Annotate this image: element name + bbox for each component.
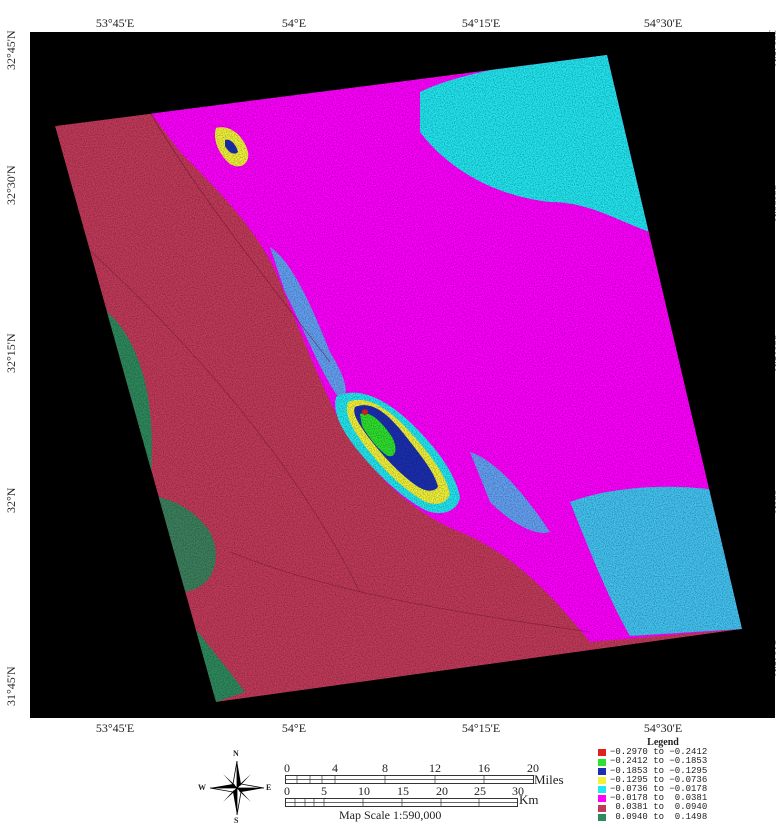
legend-item: −0.2412 to −0.1853 [598, 757, 728, 766]
miles-tick: 12 [429, 761, 441, 775]
compass-s: S [234, 816, 239, 825]
miles-bar [285, 775, 534, 784]
left-lat-label: 32°45'N [4, 30, 18, 70]
legend-swatch [598, 758, 606, 766]
miles-tick: 4 [332, 761, 338, 775]
legend-swatch [598, 795, 606, 803]
legend-item: −0.1295 to −0.0736 [598, 774, 728, 785]
miles-tick: 8 [382, 761, 388, 775]
legend: Legend −0.2970 to −0.2412 −0.2412 to −0.1… [598, 737, 728, 822]
bottom-lon-label: 54°15'E [461, 721, 501, 735]
legend-item: 0.0940 to 0.1498 [598, 811, 728, 822]
km-tick: 5 [321, 784, 327, 798]
km-unit: Km [519, 792, 539, 807]
legend-label: −0.1853 to −0.1295 [610, 765, 708, 776]
legend-swatch [598, 767, 606, 775]
miles-unit: Miles [534, 772, 564, 787]
bottom-lon-label: 53°45'E [95, 721, 135, 735]
legend-item: −0.0178 to 0.0381 [598, 794, 728, 803]
bottom-lon-label: 54°30'E [643, 721, 683, 735]
top-lon-label: 54°E [281, 16, 307, 30]
top-lon-label: 54°15'E [461, 16, 501, 30]
legend-item: 0.0381 to 0.0940 [598, 803, 728, 812]
miles-tick: 0 [284, 761, 290, 775]
km-tick: 0 [284, 784, 290, 798]
legend-item: −0.0736 to −0.0178 [598, 784, 728, 795]
top-lon-label: 53°45'E [95, 16, 135, 30]
legend-swatch [598, 813, 606, 821]
legend-swatch [598, 776, 606, 784]
miles-tick: 16 [478, 761, 490, 775]
classified-map-image [55, 55, 742, 702]
legend-label: 0.0940 to 0.1498 [610, 811, 708, 822]
north-arrow: N S E W [198, 749, 272, 825]
compass-e: E [266, 783, 272, 792]
legend-label: −0.0178 to 0.0381 [610, 793, 708, 804]
legend-item: −0.2970 to −0.2412 [598, 747, 728, 758]
km-tick: 25 [474, 784, 486, 798]
legend-swatch [598, 804, 606, 812]
top-lon-label: 54°30'E [643, 16, 683, 30]
bottom-lon-label: 54°E [281, 721, 307, 735]
compass-rose-icon [209, 760, 265, 816]
legend-label: −0.2412 to −0.1853 [610, 756, 708, 767]
legend-title: Legend [647, 737, 679, 748]
legend-label: −0.1295 to −0.0736 [610, 774, 708, 785]
left-lat-label: 31°45'N [4, 666, 18, 706]
compass-n: N [233, 749, 239, 758]
left-lat-label: 32°30'N [4, 165, 18, 205]
legend-label: −0.2970 to −0.2412 [610, 747, 708, 758]
compass-w: W [198, 783, 206, 792]
miles-tick: 20 [527, 761, 539, 775]
left-lat-label: 32°N [4, 487, 18, 513]
km-tick: 10 [358, 784, 370, 798]
legend-swatch [598, 786, 606, 794]
km-tick: 20 [436, 784, 448, 798]
left-lat-label: 32°15'N [4, 333, 18, 373]
map-scale-text: Map Scale 1:590,000 [339, 808, 442, 822]
km-bar [285, 798, 518, 807]
map-frame[interactable] [30, 32, 775, 718]
km-tick: 30 [512, 784, 524, 798]
legend-swatch [598, 749, 606, 757]
km-tick: 15 [397, 784, 409, 798]
legend-label: −0.0736 to −0.0178 [610, 784, 708, 795]
legend-label: 0.0381 to 0.0940 [610, 802, 708, 813]
legend-item: −0.1853 to −0.1295 [598, 765, 728, 776]
